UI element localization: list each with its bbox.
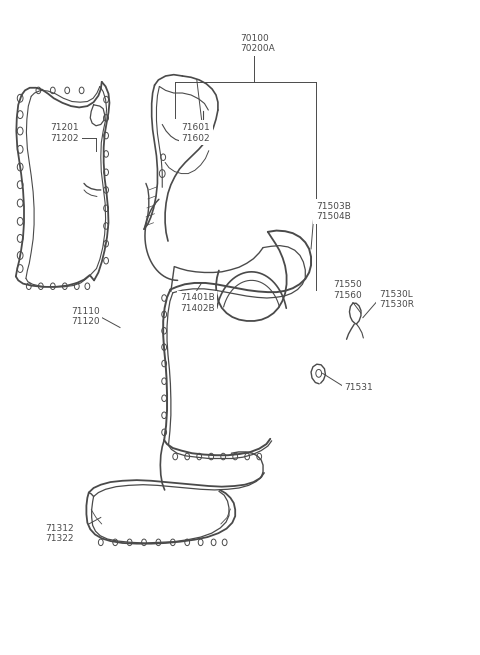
Text: 71401B
71402B: 71401B 71402B [180, 293, 215, 313]
Text: 70100
70200A: 70100 70200A [240, 34, 275, 54]
Text: 71110
71120: 71110 71120 [71, 307, 100, 326]
Text: 71201
71202: 71201 71202 [50, 123, 79, 143]
Text: 71601
71602: 71601 71602 [181, 123, 210, 143]
Text: 71312
71322: 71312 71322 [46, 524, 74, 544]
Text: 71503B
71504B: 71503B 71504B [316, 202, 351, 221]
Text: 71530L
71530R: 71530L 71530R [379, 290, 414, 309]
Text: 71550
71560: 71550 71560 [334, 280, 362, 300]
Text: 71531: 71531 [345, 383, 373, 392]
